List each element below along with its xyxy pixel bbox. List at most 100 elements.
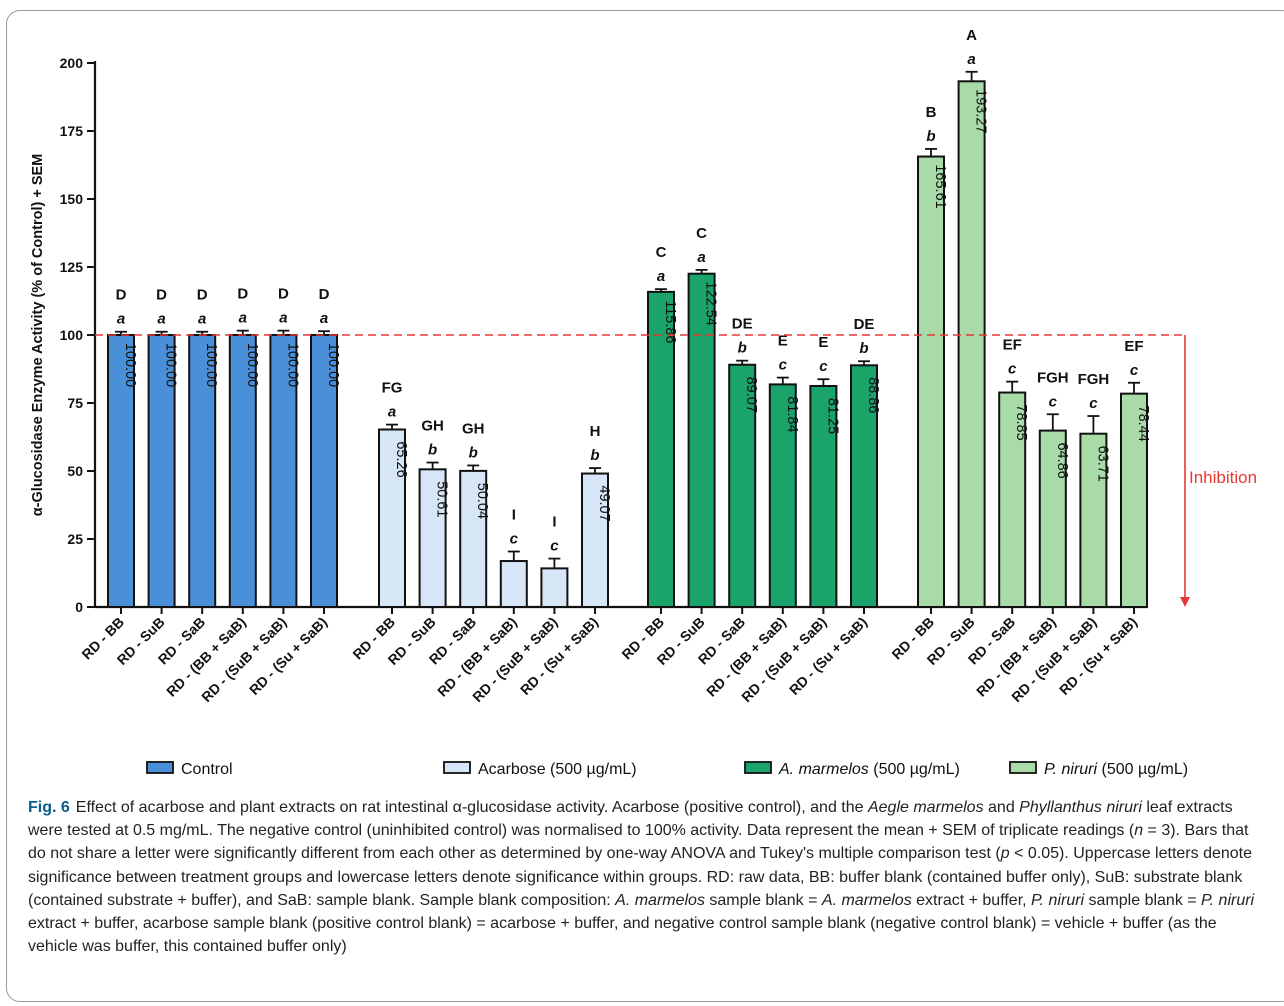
caption-segment: extract + buffer, acarbose sample blank … (28, 915, 1217, 956)
figure-label: Fig. 6 (28, 799, 70, 816)
bar-value-label: 50.61 (434, 481, 450, 517)
between-group-letter: GH (421, 418, 444, 435)
within-group-letter: a (198, 311, 206, 328)
between-group-letter: EF (1124, 338, 1143, 355)
y-axis-label: α-Glucosidase Enzyme Activity (% of Cont… (30, 154, 46, 516)
legend-label: Control (181, 761, 233, 778)
bar (107, 334, 135, 608)
y-tick-label: 0 (75, 599, 83, 615)
within-group-letter: b (738, 340, 747, 357)
bar (998, 391, 1027, 609)
caption-segment: and (983, 799, 1020, 816)
bar-value-label: 100.00 (284, 343, 300, 387)
between-group-letter: C (656, 244, 667, 261)
bar (687, 272, 716, 608)
bar (581, 472, 609, 608)
caption-segment: A. marmelos (821, 891, 912, 909)
between-group-letter: FGH (1078, 371, 1110, 388)
between-group-letter: E (818, 334, 828, 351)
within-group-letter: b (469, 444, 478, 461)
within-group-letter: a (967, 51, 975, 68)
between-group-letter: D (197, 287, 208, 304)
y-tick-label: 25 (67, 531, 83, 547)
figure-frame (6, 10, 1284, 1002)
bar (647, 290, 675, 608)
y-tick-label: 50 (67, 463, 83, 479)
within-group-letter: a (388, 404, 396, 421)
between-group-letter: DE (854, 316, 875, 333)
within-group-letter: b (428, 442, 437, 459)
inhibition-label: Inhibition (1189, 468, 1257, 487)
bar (310, 334, 338, 608)
bar-value-label: 100.00 (325, 343, 341, 387)
caption-segment: Aegle marmelos (867, 799, 984, 816)
between-group-letter: D (278, 286, 289, 303)
bar-value-label: 122.54 (703, 282, 719, 326)
between-group-letter: E (778, 333, 788, 350)
bar (540, 567, 569, 608)
within-group-letter: b (926, 128, 935, 145)
y-tick-label: 125 (60, 259, 84, 275)
bar (188, 334, 217, 608)
within-group-letter: c (1049, 393, 1058, 410)
within-group-letter: a (279, 310, 287, 327)
bar-value-label: 100.00 (122, 343, 138, 387)
bar-value-label: 65.26 (393, 441, 409, 477)
bar-value-label: 89.07 (743, 377, 759, 413)
bar (809, 385, 838, 608)
y-tick-label: 75 (67, 395, 83, 411)
within-group-letter: a (657, 268, 665, 285)
bar (1079, 432, 1108, 608)
between-group-letter: D (156, 287, 167, 304)
caption-segment: P. niruri (1201, 891, 1255, 909)
bar (1120, 392, 1148, 608)
between-group-letter: B (926, 104, 937, 121)
bar-value-label: 100.00 (203, 343, 219, 387)
between-group-letter: FGH (1037, 369, 1069, 386)
bar (917, 155, 945, 608)
within-group-letter: c (1089, 395, 1098, 412)
legend-label: A. marmelos (500 µg/mL) (778, 761, 960, 778)
y-tick-label: 175 (60, 123, 84, 139)
between-group-letter: I (552, 514, 556, 531)
bar-value-label: 88.86 (865, 377, 881, 413)
within-group-letter: c (510, 531, 519, 548)
between-group-letter: H (590, 423, 601, 440)
between-group-letter: GH (462, 420, 485, 437)
bar-value-label: 115.86 (662, 300, 678, 343)
within-group-letter: a (157, 311, 165, 328)
legend-species: A. marmelos (778, 761, 869, 778)
bar-value-label: 63.71 (1094, 446, 1110, 482)
bar-value-label: 81.25 (824, 398, 840, 434)
bar-value-label: 78.85 (1013, 404, 1029, 440)
bar (499, 560, 528, 608)
within-group-letter: a (239, 310, 247, 327)
caption-segment: < 0.05). Uppercase letters denote signif… (28, 845, 1253, 909)
legend-concentration: (500 µg/mL) (1097, 761, 1188, 778)
y-tick-label: 150 (60, 191, 84, 207)
bar (418, 468, 447, 608)
between-group-letter: D (237, 286, 248, 303)
legend-concentration: (500 µg/mL) (869, 761, 960, 778)
within-group-letter: b (590, 447, 599, 464)
between-group-letter: I (512, 507, 516, 524)
bar-value-label: 49.07 (596, 485, 612, 521)
within-group-letter: c (1008, 361, 1017, 378)
bar-chart: 0 25 50 75 100 125 150 175 200 α-Glucosidase Enzy… (30, 27, 1257, 778)
bar-value-label: 100.00 (244, 343, 260, 387)
between-group-letter: A (966, 27, 977, 44)
bar-value-label: 64.86 (1054, 442, 1070, 478)
within-group-letter: c (550, 538, 559, 555)
legend-label: Acarbose (500 µg/mL) (478, 761, 637, 778)
within-group-letter: a (697, 249, 705, 266)
caption-segment: Phyllanthus niruri (1019, 799, 1142, 816)
bar (228, 334, 257, 608)
bar (378, 428, 406, 608)
caption-text: Effect of acarbose and plant extracts on… (28, 799, 1254, 955)
between-group-letter: C (696, 225, 707, 242)
bar-value-label: 50.04 (474, 483, 490, 519)
caption-segment: p (1000, 845, 1010, 863)
y-tick-label: 100 (60, 327, 84, 343)
caption-segment: = 3). Bars that do not share a letter we… (28, 822, 1249, 863)
legend-swatch (443, 761, 471, 774)
